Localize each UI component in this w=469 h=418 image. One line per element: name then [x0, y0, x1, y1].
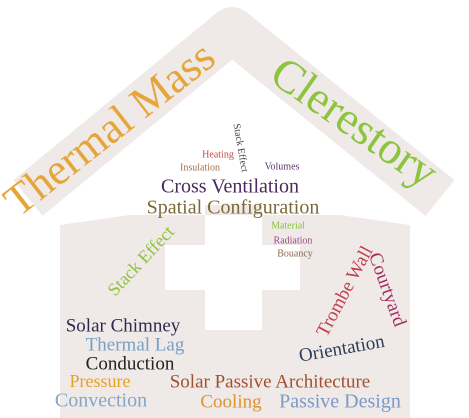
roof: [13, 7, 455, 216]
word: Conduction: [86, 353, 175, 374]
word: Bouancy: [277, 248, 313, 259]
house-shape: [13, 7, 455, 418]
word: Convection: [55, 390, 147, 412]
word: Stack Effect: [231, 123, 250, 173]
house-body: [60, 205, 410, 418]
words: Thermal Mass Clerestory Stack Effect Hea…: [0, 31, 448, 412]
word: Material: [271, 220, 305, 231]
word: Solar Chimney: [66, 315, 181, 336]
word: Cooling: [200, 391, 262, 412]
word: Passive Design: [279, 391, 401, 413]
word: Solar Passive Architecture: [170, 371, 371, 392]
word: Heating: [202, 149, 234, 160]
word: Cross Ventilation: [161, 176, 299, 198]
word: Insulation: [180, 162, 220, 173]
word: Pressure: [70, 371, 131, 391]
word: Spatial Configuration: [147, 197, 320, 219]
word: Thermal Lag: [86, 334, 185, 355]
word: Radiation: [274, 235, 313, 246]
word: Volumes: [265, 161, 300, 172]
